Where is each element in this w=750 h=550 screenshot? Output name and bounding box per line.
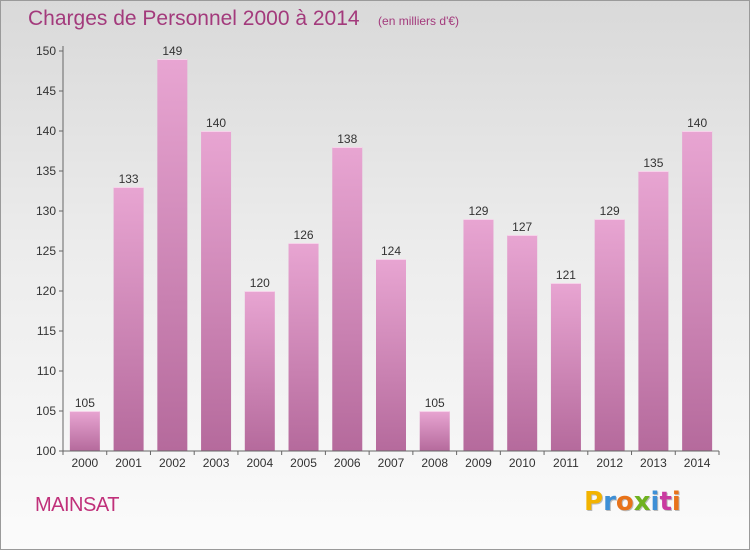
- x-tick-label-2014: 2014: [684, 456, 711, 470]
- data-label-2014: 140: [687, 116, 707, 130]
- y-tick-label-105: 105: [36, 404, 56, 418]
- bar-2012: [594, 219, 625, 451]
- y-tick-label-120: 120: [36, 284, 56, 298]
- x-tick-label-2002: 2002: [159, 456, 186, 470]
- y-tick-label-130: 130: [36, 204, 56, 218]
- x-tick-label-2011: 2011: [553, 456, 579, 470]
- y-tick-label-145: 145: [36, 84, 56, 98]
- bar-2004: [244, 291, 275, 451]
- x-tick-label-2008: 2008: [421, 456, 448, 470]
- title-row: Charges de Personnel 2000 à 2014 (en mil…: [28, 7, 459, 31]
- data-label-2004: 120: [250, 276, 270, 290]
- bars-group: 105 133 149 140 120 126 138 124 105 129 127 121 129 1…: [69, 44, 713, 451]
- data-label-2008: 105: [425, 396, 445, 410]
- bar-2009: [463, 219, 494, 451]
- data-label-2000: 105: [75, 396, 95, 410]
- data-label-2001: 133: [119, 172, 139, 186]
- bar-2001: [113, 187, 144, 451]
- bar-2014: [682, 131, 713, 451]
- data-label-2007: 124: [381, 244, 401, 258]
- y-tick-label-150: 150: [36, 44, 56, 58]
- bar-2008: [419, 411, 450, 451]
- brand-logo: Proxiti: [584, 487, 681, 517]
- y-tick-label-110: 110: [37, 364, 56, 378]
- data-label-2005: 126: [294, 228, 314, 242]
- data-label-2013: 135: [643, 156, 663, 170]
- chart-subtitle: (en milliers d'€): [378, 14, 460, 28]
- data-label-2002: 149: [162, 44, 182, 58]
- data-label-2009: 129: [468, 204, 488, 218]
- x-tick-label-2009: 2009: [465, 456, 492, 470]
- bar-2000: [69, 411, 100, 451]
- y-tick-label-125: 125: [36, 244, 56, 258]
- bar-2011: [550, 283, 581, 451]
- x-tick-label-2006: 2006: [334, 456, 361, 470]
- chart-title: Charges de Personnel 2000 à 2014: [28, 7, 360, 30]
- data-label-2003: 140: [206, 116, 226, 130]
- data-label-2010: 127: [512, 220, 532, 234]
- x-tick-label-2005: 2005: [290, 456, 317, 470]
- data-label-2011: 121: [556, 268, 576, 282]
- bar-2007: [376, 259, 406, 451]
- x-tick-label-2001: 2001: [115, 456, 142, 470]
- bar-2002: [157, 59, 188, 451]
- x-tick-label-2012: 2012: [596, 456, 623, 470]
- y-tick-label-135: 135: [36, 164, 56, 178]
- x-tick-label-2013: 2013: [640, 456, 667, 470]
- x-tick-label-2004: 2004: [246, 456, 273, 470]
- bar-2006: [332, 147, 363, 451]
- bar-2005: [288, 243, 319, 451]
- bar-2010: [507, 235, 538, 451]
- bar-2003: [201, 131, 232, 451]
- x-tick-label-2010: 2010: [509, 456, 536, 470]
- y-tick-label-140: 140: [36, 124, 56, 138]
- place-name: MAINSAT: [35, 494, 119, 516]
- y-tick-label-100: 100: [36, 444, 56, 458]
- x-tick-label-2000: 2000: [72, 456, 99, 470]
- x-tick-label-2007: 2007: [378, 456, 405, 470]
- bar-2013: [638, 171, 669, 451]
- data-label-2012: 129: [600, 204, 620, 218]
- data-label-2006: 138: [337, 132, 357, 146]
- axes-group: 2000 2001 2002 2003 2004 2005 2006 2007 2008 2009…: [36, 44, 720, 470]
- y-tick-label-115: 115: [37, 324, 56, 338]
- x-tick-label-2003: 2003: [203, 456, 230, 470]
